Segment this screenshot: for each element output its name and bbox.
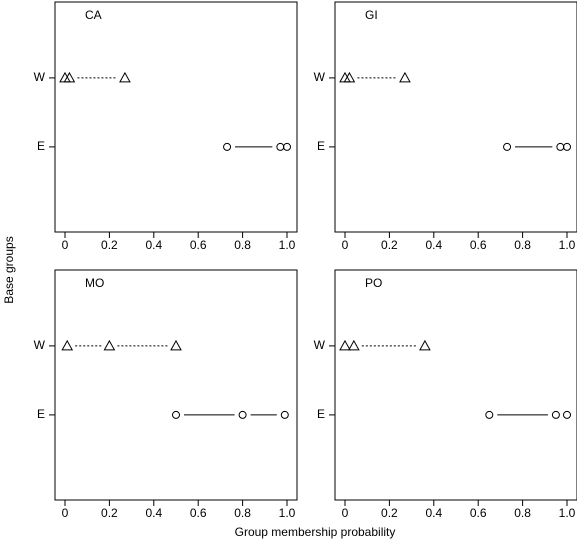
- x-tick-label: 1.0: [559, 238, 576, 252]
- panel-frame: [54, 1, 298, 233]
- x-tick-label: 0: [62, 238, 69, 252]
- circle-marker: [551, 410, 560, 419]
- x-tick-label: 0.8: [514, 238, 531, 252]
- x-tick-label: 0.4: [425, 238, 442, 252]
- circle-marker: [563, 410, 572, 419]
- circle-marker: [280, 410, 289, 419]
- circle-marker: [283, 142, 292, 151]
- y-tick-label: E: [317, 139, 325, 153]
- y-tick-label: E: [317, 407, 325, 421]
- triangle-marker: [119, 71, 131, 83]
- x-tick-label: 0: [62, 506, 69, 520]
- y-tick-label: W: [34, 70, 46, 84]
- x-tick-label: 0.2: [101, 506, 118, 520]
- circle-marker: [503, 142, 512, 151]
- triangle-marker: [419, 339, 431, 351]
- panel-frame: [334, 269, 577, 501]
- x-tick-label: 0.4: [425, 506, 442, 520]
- y-axis-label: Base groups: [2, 236, 16, 303]
- panel-title: MO: [85, 276, 104, 290]
- x-tick-label: 1.0: [559, 506, 576, 520]
- circle-marker: [563, 142, 572, 151]
- x-tick-label: 0.4: [145, 506, 162, 520]
- y-tick-label: W: [314, 338, 326, 352]
- x-tick-label: 0.2: [101, 238, 118, 252]
- x-tick-label: 0.8: [234, 238, 251, 252]
- x-tick-label: 0.4: [145, 238, 162, 252]
- x-tick-label: 0.2: [381, 506, 398, 520]
- circle-marker: [223, 142, 232, 151]
- triangle-marker: [63, 71, 76, 83]
- panel-title: PO: [365, 276, 382, 290]
- y-tick-label: E: [37, 407, 45, 421]
- y-tick-label: W: [314, 70, 326, 84]
- x-tick-label: 1.0: [279, 506, 296, 520]
- panel-title: GI: [365, 8, 378, 22]
- x-tick-label: 0.8: [514, 506, 531, 520]
- triangle-marker: [348, 339, 360, 351]
- circle-marker: [276, 142, 285, 151]
- triangle-marker: [170, 339, 182, 351]
- triangle-marker: [399, 71, 411, 83]
- circle-marker: [485, 410, 494, 419]
- circle-marker: [172, 410, 180, 419]
- x-axis-label: Group membership probability: [235, 525, 396, 539]
- x-tick-label: 0: [342, 238, 349, 252]
- x-tick-label: 0.6: [470, 238, 487, 252]
- triangle-marker: [339, 339, 351, 351]
- panel-frame: [54, 269, 298, 501]
- circle-marker: [556, 142, 565, 151]
- x-tick-label: 1.0: [279, 238, 296, 252]
- panel-frame: [334, 1, 577, 233]
- triangle-marker: [343, 71, 356, 83]
- x-tick-label: 0.6: [190, 506, 207, 520]
- y-tick-label: E: [37, 139, 45, 153]
- y-tick-label: W: [34, 338, 46, 352]
- panel-title: CA: [85, 8, 102, 22]
- x-tick-label: 0.8: [234, 506, 251, 520]
- x-tick-label: 0.6: [190, 238, 207, 252]
- circle-marker: [238, 410, 247, 419]
- x-tick-label: 0: [342, 506, 349, 520]
- triangle-marker: [103, 339, 116, 351]
- x-tick-label: 0.6: [470, 506, 487, 520]
- triangle-marker: [61, 339, 74, 351]
- x-tick-label: 0.2: [381, 238, 398, 252]
